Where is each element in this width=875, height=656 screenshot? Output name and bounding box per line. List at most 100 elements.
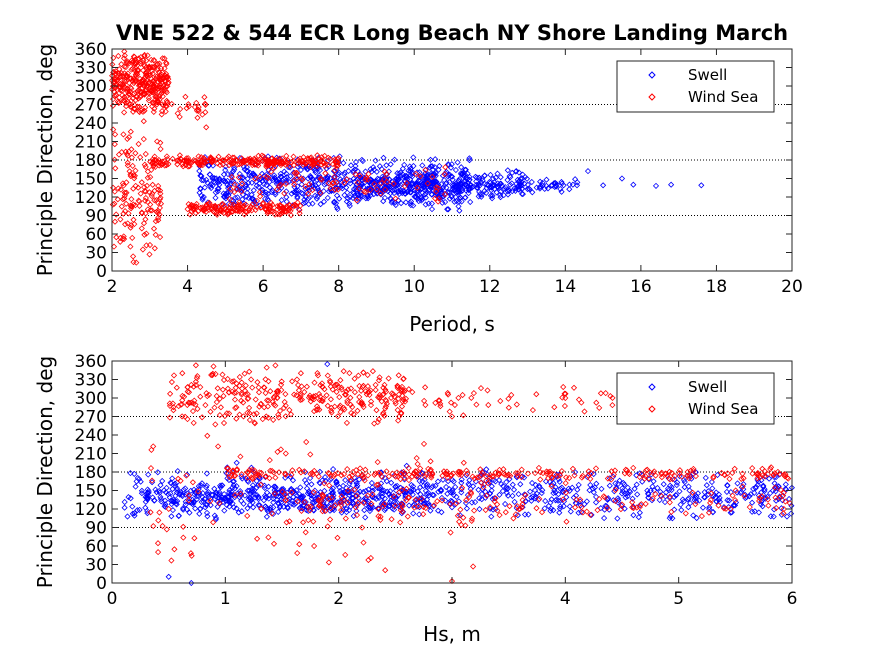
wind-sea-point [588, 470, 595, 477]
swell-point [477, 473, 484, 480]
wind-sea-point [392, 473, 399, 480]
wind-sea-point [252, 161, 259, 168]
swell-point [456, 207, 463, 214]
wind-sea-point [239, 180, 246, 187]
swell-point [556, 509, 563, 516]
wind-sea-point [201, 204, 208, 211]
wind-sea-point [282, 497, 289, 504]
wind-sea-point [155, 186, 162, 193]
swell-point [253, 491, 260, 499]
wind-sea-point [118, 203, 125, 210]
wind-sea-point [400, 376, 407, 383]
swell-point [321, 487, 328, 494]
swell-point [443, 483, 450, 491]
wind-sea-point [629, 504, 636, 511]
swell-point [250, 196, 257, 203]
wind-sea-point [341, 391, 349, 398]
wind-sea-point [349, 403, 356, 411]
wind-sea-point [397, 519, 404, 526]
swell-point [212, 189, 219, 196]
wind-sea-point [123, 189, 130, 196]
wind-sea-point [137, 94, 144, 101]
wind-sea-point [128, 154, 135, 161]
swell-point [300, 498, 307, 506]
swell-point [392, 495, 399, 502]
wind-sea-point [169, 155, 176, 162]
wind-sea-point [136, 88, 144, 95]
wind-sea-point [298, 157, 305, 164]
wind-sea-point [216, 500, 223, 507]
swell-point [311, 499, 318, 506]
wind-sea-point [412, 468, 419, 475]
wind-sea-point [192, 401, 199, 408]
wind-sea-point [249, 384, 256, 391]
wind-sea-point [318, 176, 325, 183]
wind-sea-point [294, 160, 301, 167]
wind-sea-point [113, 234, 120, 241]
y-tick-label: 90 [85, 207, 107, 227]
wind-sea-point [234, 161, 241, 168]
wind-sea-point [500, 466, 507, 473]
wind-sea-point [442, 164, 449, 171]
wind-sea-point [203, 124, 210, 131]
wind-sea-point [163, 60, 170, 67]
wind-sea-point [532, 470, 539, 477]
wind-sea-point [561, 402, 568, 410]
wind-sea-point [132, 59, 139, 66]
swell-point [444, 206, 451, 213]
swell-point [425, 500, 432, 507]
wind-sea-point [307, 503, 314, 510]
wind-sea-point [340, 496, 347, 503]
wind-sea-point [460, 412, 467, 419]
swell-point [190, 486, 198, 493]
wind-sea-point [282, 402, 289, 409]
wind-sea-point [195, 488, 202, 495]
wind-sea-point [270, 401, 278, 408]
legend-bottom: Swell Wind Sea [616, 372, 775, 425]
wind-sea-point [281, 190, 288, 197]
wind-sea-point [773, 504, 780, 512]
swell-point [383, 162, 390, 169]
legend-marker-wind-sea-top [648, 93, 656, 101]
legend-marker-swell-top [648, 71, 656, 79]
swell-point [494, 183, 501, 190]
wind-sea-point [309, 186, 316, 194]
swell-point [157, 495, 165, 503]
wind-sea-point [188, 552, 195, 559]
wind-sea-point [344, 466, 351, 473]
wind-sea-point [220, 376, 228, 384]
wind-sea-point [158, 111, 165, 118]
y-tick-label: 0 [96, 574, 107, 594]
wind-sea-point [166, 400, 173, 407]
wind-sea-point [131, 102, 138, 109]
swell-point [203, 482, 210, 489]
swell-point [394, 170, 401, 177]
swell-point [328, 487, 335, 494]
swell-point [277, 180, 284, 187]
swell-point [496, 491, 503, 498]
swell-point [165, 491, 172, 498]
wind-sea-point [418, 495, 425, 502]
swell-point [346, 177, 353, 184]
swell-point [201, 495, 208, 502]
swell-point [214, 490, 221, 498]
wind-sea-point [138, 210, 145, 217]
wind-sea-point [120, 235, 127, 242]
wind-sea-point [287, 411, 295, 418]
wind-sea-point [309, 471, 317, 478]
wind-sea-point [597, 390, 604, 397]
swell-point [231, 166, 238, 173]
wind-sea-point [400, 468, 407, 475]
swell-point [503, 489, 510, 496]
wind-sea-point [305, 394, 313, 401]
wind-sea-point [459, 484, 466, 491]
swell-point [224, 171, 232, 178]
swell-point [467, 198, 474, 206]
swell-point [395, 197, 402, 204]
wind-sea-point [502, 509, 509, 516]
swell-point [648, 497, 656, 504]
swell-point [463, 472, 470, 479]
wind-sea-point [225, 153, 232, 160]
wind-sea-point [308, 159, 315, 166]
swell-point [352, 493, 359, 500]
